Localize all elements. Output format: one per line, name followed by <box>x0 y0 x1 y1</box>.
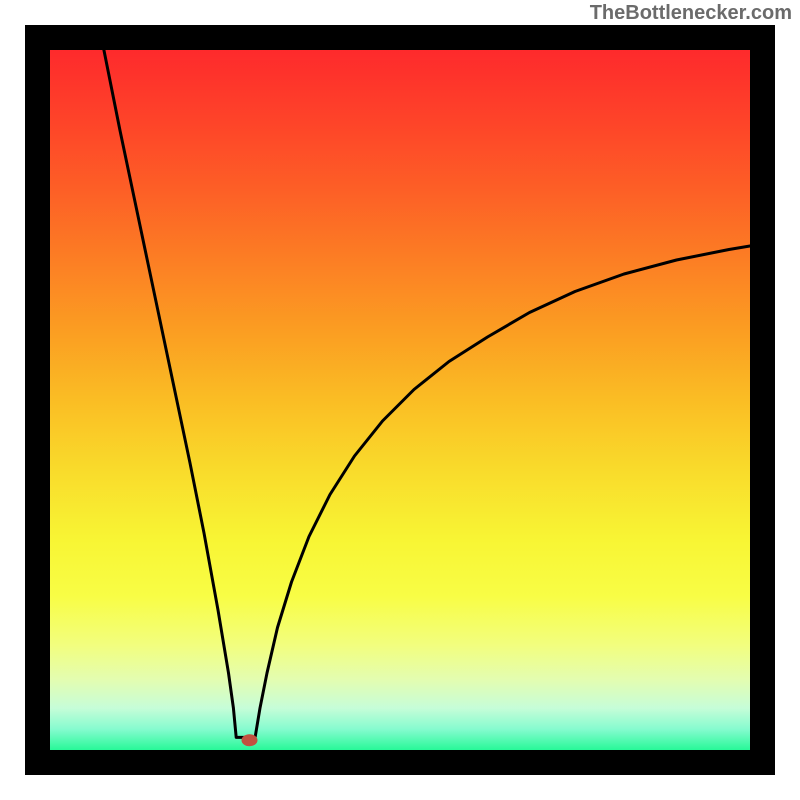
watermark-text: TheBottlenecker.com <box>590 2 792 25</box>
chart-container: TheBottlenecker.com <box>0 0 800 800</box>
plot-background <box>50 50 750 750</box>
optimal-point-marker <box>242 734 258 746</box>
bottleneck-chart <box>0 0 800 800</box>
